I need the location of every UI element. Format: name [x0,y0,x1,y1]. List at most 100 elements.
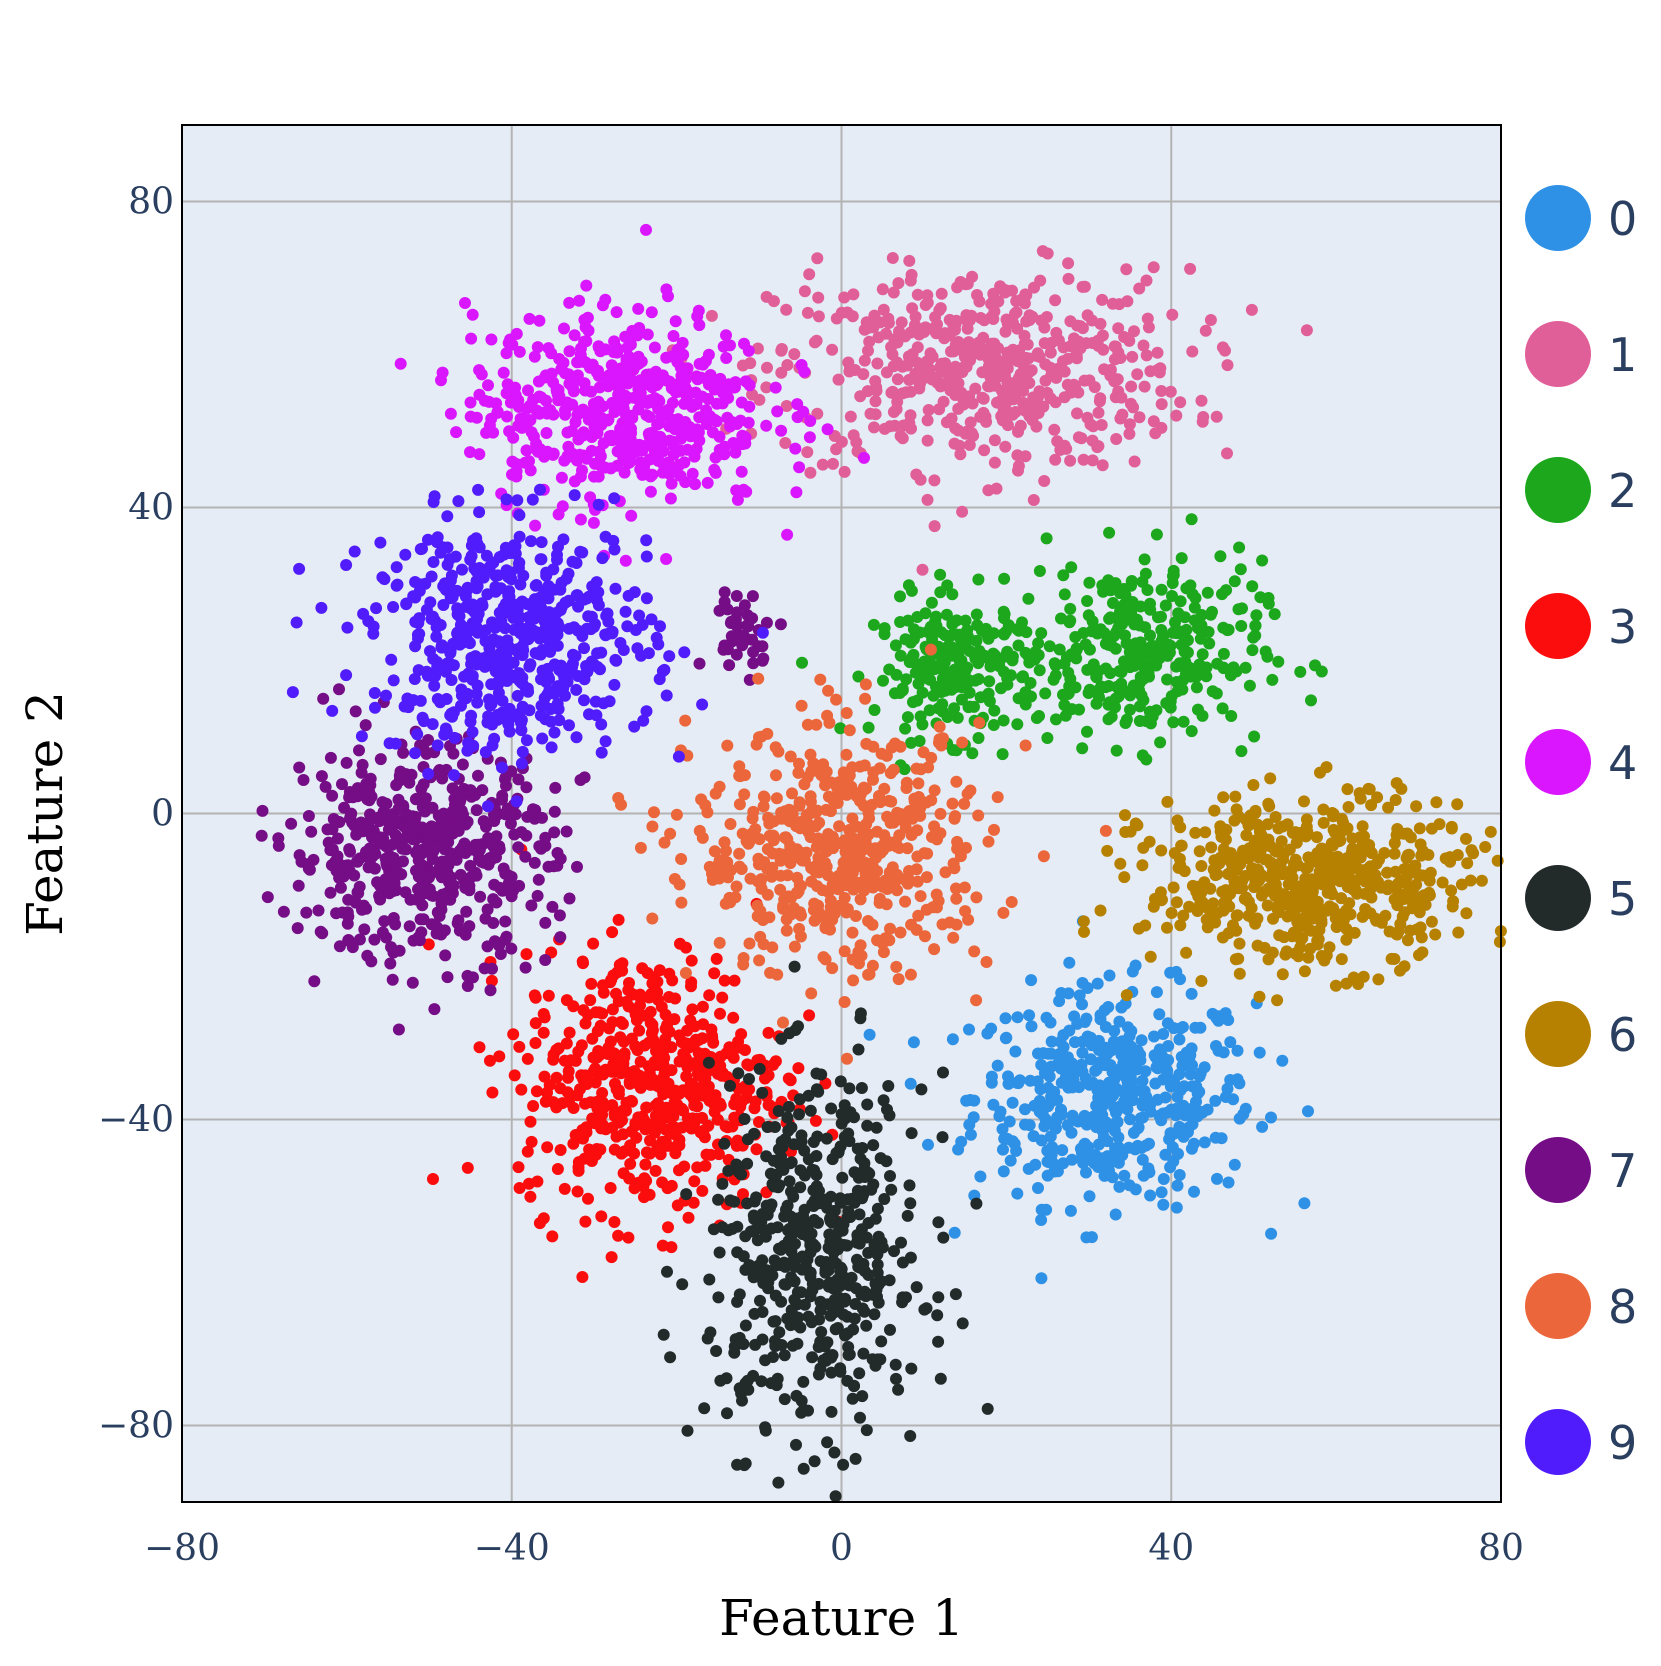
scatter-point-4 [687,468,699,480]
scatter-point-0 [1216,1132,1228,1144]
scatter-point-7 [499,916,511,928]
scatter-point-4 [558,323,570,335]
scatter-point-2 [879,622,891,634]
scatter-point-8 [749,823,761,835]
scatter-point-8 [877,844,889,856]
scatter-point-8 [813,907,825,919]
scatter-point-0 [1066,1063,1078,1075]
scatter-point-2 [1034,565,1046,577]
scatter-point-1 [1011,306,1023,318]
scatter-point-1 [905,275,917,287]
scatter-point-3 [651,986,663,998]
scatter-point-4 [640,224,652,236]
scatter-point-1 [885,387,897,399]
scatter-point-2 [1218,648,1230,660]
scatter-point-4 [663,404,675,416]
scatter-point-6 [1155,845,1167,857]
scatter-point-3 [629,1117,641,1129]
scatter-point-8 [714,781,726,793]
scatter-point-0 [1138,1170,1150,1182]
scatter-point-0 [1132,1045,1144,1057]
scatter-point-5 [789,961,801,973]
scatter-point-2 [1158,647,1170,659]
scatter-point-4 [728,382,740,394]
scatter-point-6 [1189,827,1201,839]
scatter-point-0 [1195,1067,1207,1079]
scatter-point-0 [1211,1173,1223,1185]
scatter-point-5 [803,1090,815,1102]
scatter-point-1 [1200,325,1212,337]
scatter-point-3 [555,1144,567,1156]
scatter-point-6 [1095,905,1107,917]
scatter-point-6 [1382,880,1394,892]
scatter-point-1 [987,288,999,300]
scatter-point-6 [1262,798,1274,810]
scatter-point-5 [712,1194,724,1206]
scatter-point-5 [728,1196,740,1208]
scatter-point-2 [905,637,917,649]
scatter-point-8 [832,837,844,849]
scatter-point-5 [878,1094,890,1106]
scatter-point-1 [1085,418,1097,430]
scatter-point-2 [1160,600,1172,612]
scatter-point-6 [1399,960,1411,972]
scatter-point-6 [1248,881,1260,893]
scatter-point-6 [1445,885,1457,897]
scatter-point-2 [973,732,985,744]
scatter-point-0 [1172,1148,1184,1160]
scatter-point-6 [1330,980,1342,992]
scatter-point-3 [529,989,541,1001]
scatter-point-3 [562,1072,574,1084]
scatter-point-2 [1091,698,1103,710]
scatter-point-4 [702,393,714,405]
scatter-point-8 [951,843,963,855]
scatter-point-7 [369,848,381,860]
scatter-point-7 [564,893,576,905]
scatter-point-1 [1301,324,1313,336]
scatter-point-0 [1063,957,1075,969]
scatter-point-4 [580,280,592,292]
scatter-point-4 [593,370,605,382]
scatter-point-5 [682,1425,694,1437]
scatter-point-2 [1186,669,1198,681]
scatter-point-1 [948,345,960,357]
scatter-point-6 [1446,821,1458,833]
scatter-point-5 [735,1388,747,1400]
scatter-point-2 [897,684,909,696]
scatter-point-2 [946,618,958,630]
scatter-point-1 [826,344,838,356]
scatter-point-6 [1300,862,1312,874]
scatter-point-1 [921,356,933,368]
scatter-point-2 [903,579,915,591]
scatter-point-2 [911,695,923,707]
scatter-point-6 [1345,850,1357,862]
scatter-point-2 [987,648,999,660]
scatter-point-9 [349,546,361,558]
scatter-point-5 [742,1375,754,1387]
scatter-point-3 [579,1153,591,1165]
scatter-point-6 [1145,951,1157,963]
scatter-point-6 [1479,841,1491,853]
scatter-point-6 [1301,813,1313,825]
scatter-point-3 [697,1001,709,1013]
scatter-point-4 [666,382,678,394]
scatter-point-0 [1083,1079,1095,1091]
scatter-point-4 [521,444,533,456]
scatter-point-6 [1357,820,1369,832]
scatter-point-7 [344,846,356,858]
scatter-point-5 [776,1136,788,1148]
scatter-point-3 [531,1176,543,1188]
scatter-point-3 [507,1028,519,1040]
scatter-point-5 [795,1407,807,1419]
scatter-point-5 [716,1178,728,1190]
scatter-point-2 [1104,667,1116,679]
scatter-point-8 [893,973,905,985]
scatter-point-5 [771,1379,783,1391]
scatter-point-8 [933,895,945,907]
scatter-point-1 [896,361,908,373]
scatter-point-4 [473,448,485,460]
scatter-point-3 [641,1102,653,1114]
scatter-point-0 [963,1024,975,1036]
scatter-point-8 [890,836,902,848]
